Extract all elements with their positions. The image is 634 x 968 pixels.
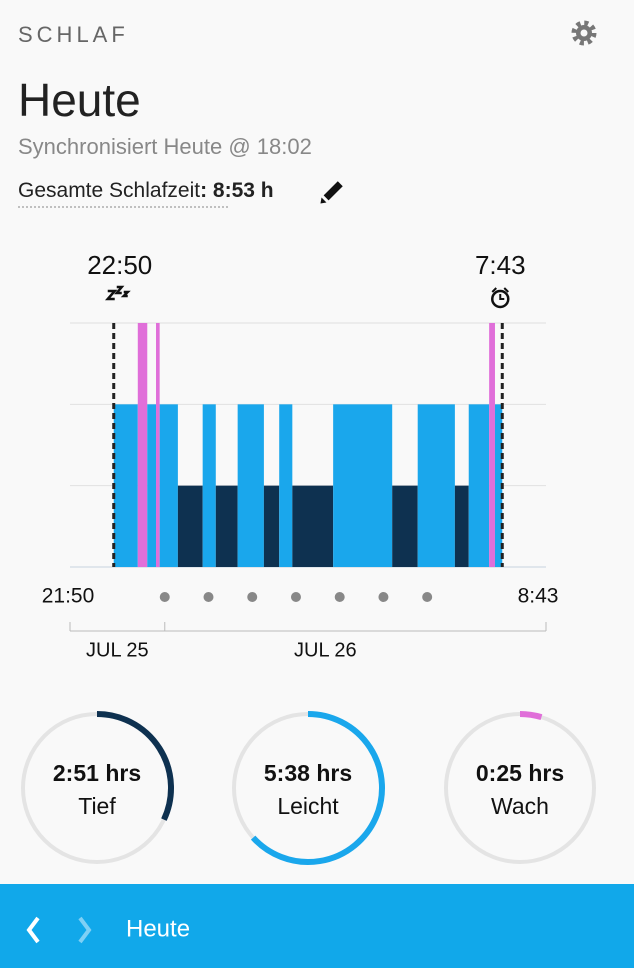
- x-tick-label: 21:50: [42, 585, 95, 608]
- stage-segment: [202, 404, 216, 567]
- footer-label: Heute: [126, 915, 190, 942]
- total-value: : 8:53 h: [200, 179, 274, 202]
- hour-dot: [203, 592, 214, 602]
- hour-dot: [159, 592, 170, 602]
- sync-status: Synchronisiert Heute @ 18:02: [18, 134, 312, 159]
- section-title: SCHLAF: [18, 22, 129, 47]
- stage-segment: [147, 404, 157, 567]
- hour-dot: [422, 592, 433, 602]
- ring-label: Leicht: [277, 793, 339, 819]
- page-title: Heute: [18, 74, 141, 126]
- next-button[interactable]: [78, 916, 92, 944]
- ring-value: 0:25 hrs: [476, 760, 564, 786]
- stage-segment: [417, 404, 455, 567]
- stage-segment: [137, 323, 148, 567]
- stage-segment: [215, 485, 238, 567]
- stage-segment: [237, 404, 264, 567]
- prev-button[interactable]: [26, 916, 40, 944]
- hour-dot: [378, 592, 389, 602]
- ring-arc: [250, 711, 385, 865]
- sleep-icon: [104, 285, 131, 301]
- ring-arc: [519, 711, 543, 721]
- footer-bar: [0, 884, 634, 968]
- date-label: JUL 26: [294, 639, 357, 661]
- edit-icon[interactable]: [318, 181, 343, 206]
- boundary-time: 7:43: [475, 250, 526, 280]
- stage-segment: [333, 404, 393, 567]
- hour-dot: [247, 592, 258, 602]
- ring-arc: [96, 711, 174, 821]
- ring-value: 5:38 hrs: [264, 760, 352, 786]
- hour-dot: [290, 592, 301, 602]
- settings-icon[interactable]: [571, 20, 597, 46]
- stage-segment: [489, 323, 495, 567]
- stage-segment: [263, 485, 280, 567]
- date-label: JUL 25: [86, 639, 149, 661]
- stage-segment: [392, 485, 418, 567]
- alarm-hands: [491, 287, 509, 300]
- boundary-time: 22:50: [87, 250, 152, 280]
- stage-segment: [279, 404, 293, 567]
- hypnogram: 22:50 7:43 21:50 8:43 JUL 25 JUL 26: [42, 250, 559, 661]
- total-sleep: Gesamte Schlafzeit: 8:53 h: [18, 179, 274, 202]
- stage-segment: [177, 485, 203, 567]
- stage-segment: [113, 404, 138, 567]
- stage-segment: [454, 485, 469, 567]
- total-label: Gesamte Schlafzeit: [18, 179, 200, 202]
- stage-segment: [468, 404, 490, 567]
- stage-segment: [159, 404, 178, 567]
- ring-value: 2:51 hrs: [53, 760, 141, 786]
- ring-track: [444, 712, 596, 864]
- hour-dot: [334, 592, 345, 602]
- ring-label: Tief: [78, 793, 116, 819]
- x-tick-label: 8:43: [518, 585, 559, 608]
- stage-segment: [494, 404, 503, 567]
- alarm-icon: [491, 289, 510, 309]
- summary: 2:51 hrs Tief 5:38 hrs Leicht 0:25 hrs Wach: [21, 711, 596, 865]
- ring-label: Wach: [491, 793, 549, 819]
- stage-segment: [292, 485, 334, 567]
- stage-segment: [156, 323, 160, 567]
